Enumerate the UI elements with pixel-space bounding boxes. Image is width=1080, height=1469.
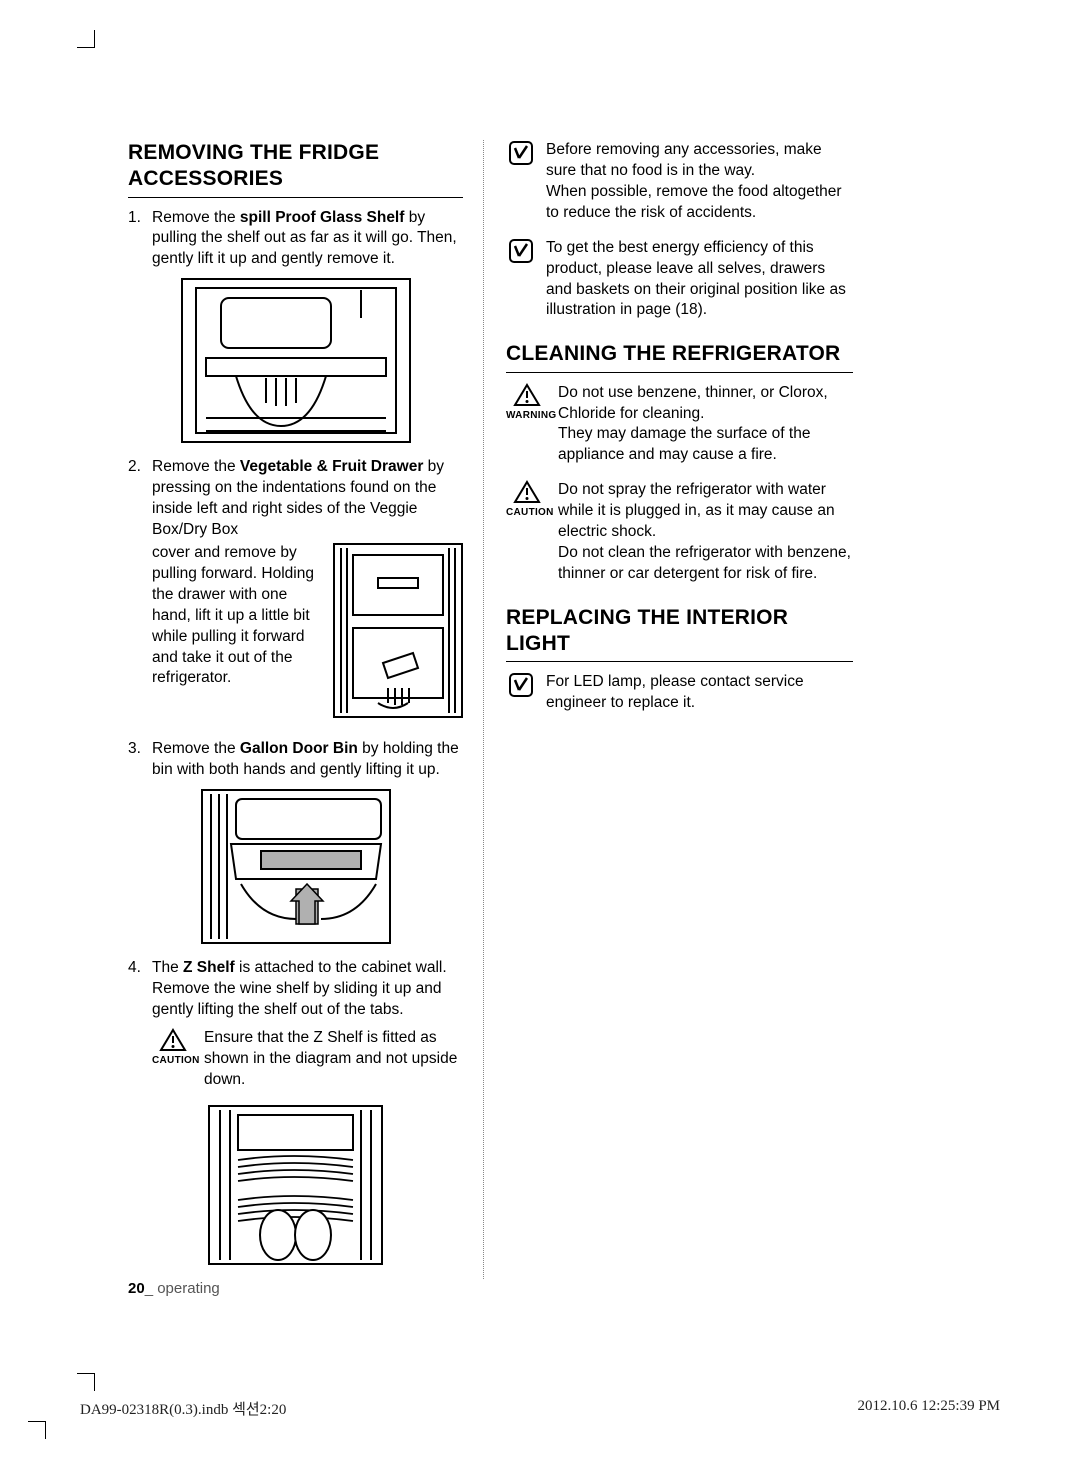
list-item: 4. The Z Shelf is attached to the cabine…	[128, 958, 463, 1021]
list-number: 1.	[128, 208, 152, 271]
note-block: For LED lamp, please contact service eng…	[506, 672, 853, 714]
warning-icon: WARNING	[506, 383, 548, 467]
note-block: To get the best energy efficiency of thi…	[506, 238, 853, 322]
note-body: To get the best energy efficiency of thi…	[546, 238, 853, 322]
crop-mark-icon	[28, 1421, 46, 1439]
note-block: Before removing any accessories, make su…	[506, 140, 853, 224]
left-column: REMOVING THE FRIDGE ACCESSORIES 1. Remov…	[128, 140, 463, 1279]
caution-icon: CAUTION	[506, 480, 548, 585]
list-body: Remove the Vegetable & Fruit Drawer by p…	[152, 457, 463, 725]
note-body: For LED lamp, please contact service eng…	[546, 672, 853, 714]
crop-mark-icon	[77, 30, 95, 48]
list-number: 2.	[128, 457, 152, 725]
section-title: REMOVING THE FRIDGE ACCESSORIES	[128, 140, 463, 198]
note-body: Before removing any accessories, make su…	[546, 140, 853, 224]
manual-page: REMOVING THE FRIDGE ACCESSORIES 1. Remov…	[0, 0, 1080, 1469]
note-icon	[506, 238, 536, 322]
print-marks: DA99-02318R(0.3).indb 섹션2:20 2012.10.6 1…	[80, 1398, 1000, 1419]
list-body: Remove the Gallon Door Bin by holding th…	[152, 739, 463, 781]
list-item: 2. Remove the Vegetable & Fruit Drawer b…	[128, 457, 463, 725]
caution-block: CAUTION Do not spray the refrigerator wi…	[506, 480, 853, 585]
print-time: 2012.10.6 12:25:39 PM	[857, 1398, 1000, 1419]
list-item: 3. Remove the Gallon Door Bin by holding…	[128, 739, 463, 781]
crop-mark-icon	[77, 1373, 95, 1391]
list-body: The Z Shelf is attached to the cabinet w…	[152, 958, 463, 1021]
section-label: operating	[157, 1280, 220, 1297]
caution-block: CAUTION Ensure that the Z Shelf is fitte…	[152, 1028, 463, 1091]
print-file: DA99-02318R(0.3).indb 섹션2:20	[80, 1398, 286, 1419]
page-number: 20	[128, 1280, 145, 1297]
figure-drawer-removal	[333, 543, 463, 725]
list-number: 4.	[128, 958, 152, 1021]
note-body: Do not use benzene, thinner, or Clorox, …	[558, 383, 853, 467]
right-column: Before removing any accessories, make su…	[483, 140, 853, 1279]
page-footer: 20_ operating	[128, 1280, 220, 1297]
list-body: Remove the spill Proof Glass Shelf by pu…	[152, 208, 463, 271]
note-body: Do not spray the refrigerator with water…	[558, 480, 853, 585]
note-icon	[506, 672, 536, 714]
list-number: 3.	[128, 739, 152, 781]
figure-z-shelf	[208, 1105, 383, 1265]
list-item: 1. Remove the spill Proof Glass Shelf by…	[128, 208, 463, 271]
section-title: CLEANING THE REFRIGERATOR	[506, 341, 853, 372]
section-title: REPLACING THE INTERIOR LIGHT	[506, 605, 853, 663]
caution-icon: CAUTION	[152, 1028, 194, 1091]
note-icon	[506, 140, 536, 224]
warning-block: WARNING Do not use benzene, thinner, or …	[506, 383, 853, 467]
figure-door-bin	[201, 789, 391, 944]
figure-shelf-removal	[181, 278, 411, 443]
